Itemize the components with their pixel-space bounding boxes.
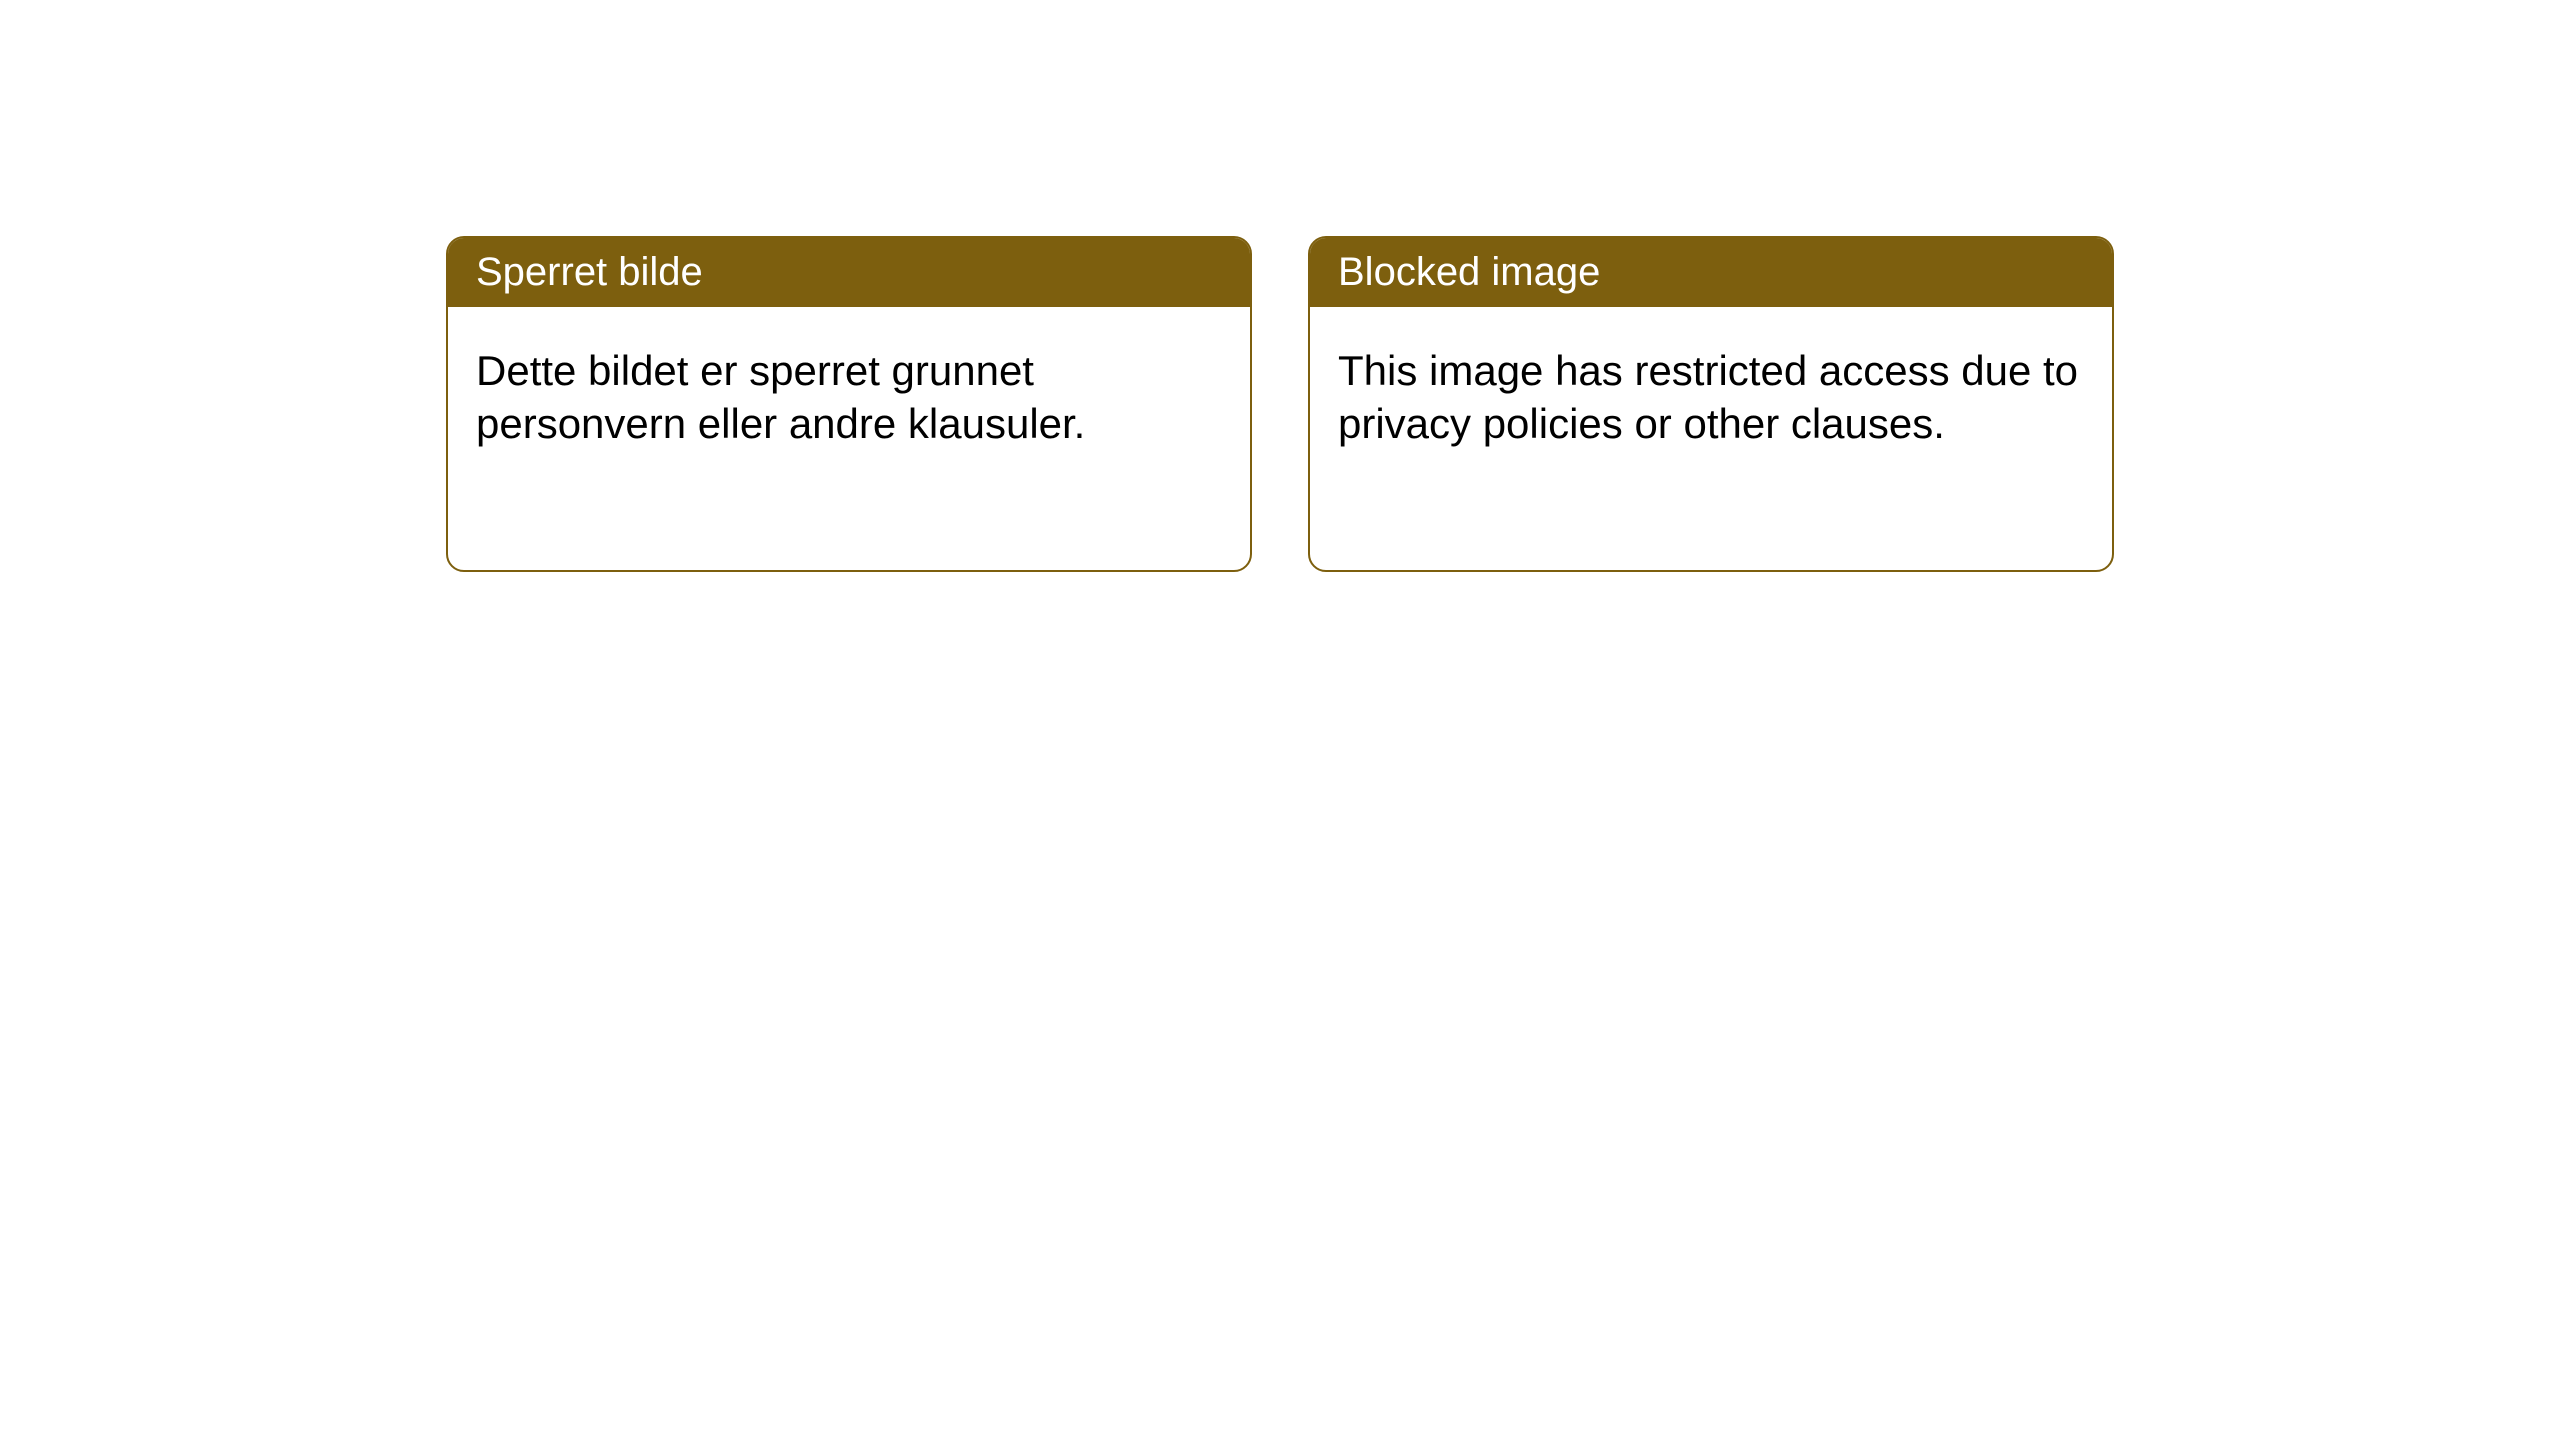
- notice-container: Sperret bilde Dette bildet er sperret gr…: [446, 236, 2114, 572]
- notice-body-english: This image has restricted access due to …: [1310, 307, 2112, 478]
- notice-header-english: Blocked image: [1310, 238, 2112, 307]
- notice-text-norwegian: Dette bildet er sperret grunnet personve…: [476, 347, 1085, 447]
- notice-text-english: This image has restricted access due to …: [1338, 347, 2078, 447]
- notice-title-norwegian: Sperret bilde: [476, 250, 703, 294]
- notice-header-norwegian: Sperret bilde: [448, 238, 1250, 307]
- notice-card-norwegian: Sperret bilde Dette bildet er sperret gr…: [446, 236, 1252, 572]
- notice-body-norwegian: Dette bildet er sperret grunnet personve…: [448, 307, 1250, 478]
- notice-title-english: Blocked image: [1338, 250, 1600, 294]
- notice-card-english: Blocked image This image has restricted …: [1308, 236, 2114, 572]
